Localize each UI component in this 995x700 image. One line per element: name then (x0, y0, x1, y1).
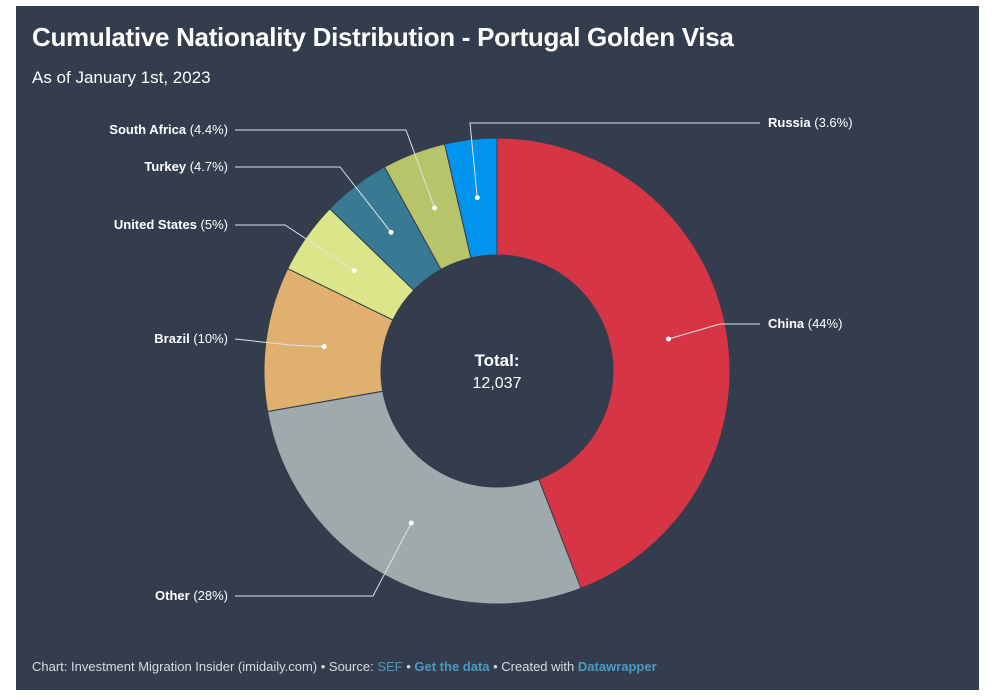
leader-dot (432, 205, 438, 211)
center-total: 12,037 (473, 375, 522, 392)
leader-line (235, 166, 392, 233)
slice-label-value: (5%) (201, 217, 228, 232)
slice-label: Brazil (10%) (154, 331, 228, 346)
slice-label-name: Russia (768, 115, 814, 130)
slice-label-value: (4.7%) (190, 159, 228, 174)
slice-label: Russia (3.6%) (768, 115, 853, 130)
slice-label: Turkey (4.7%) (144, 159, 228, 174)
slice-label: South Africa (4.4%) (109, 122, 228, 137)
chart-subtitle: As of January 1st, 2023 (32, 68, 211, 87)
source-link[interactable]: SEF (377, 659, 403, 674)
slice-label: China (44%) (768, 316, 842, 331)
footer-created: • Created with (489, 659, 578, 674)
slice-label-value: (4.4%) (190, 122, 228, 137)
leader-line (235, 522, 412, 597)
leader-dot (388, 229, 394, 235)
slice-label-value: (3.6%) (814, 115, 852, 130)
leader-line (668, 323, 760, 340)
leader-dot (321, 344, 327, 350)
slice-china[interactable] (496, 137, 731, 589)
leader-dot (474, 195, 480, 201)
footer-sep: • (402, 659, 415, 674)
chart-footer: Chart: Investment Migration Insider (imi… (32, 659, 657, 674)
leader-line (235, 129, 436, 209)
slice-label-value: (44%) (808, 316, 843, 331)
slice-label: Other (28%) (155, 588, 228, 603)
leader-dot (666, 336, 672, 342)
leader-dot (408, 520, 414, 526)
slice-label-name: Other (155, 588, 193, 603)
leader-line (469, 122, 760, 198)
chart-title: Cumulative Nationality Distribution - Po… (32, 22, 734, 52)
slice-russia[interactable] (443, 137, 498, 259)
slice-label-value: (28%) (193, 588, 228, 603)
leader-dot (351, 268, 357, 274)
footer-credit: Chart: Investment Migration Insider (imi… (32, 659, 378, 674)
chart-panel: Cumulative Nationality Distribution - Po… (16, 6, 979, 690)
slice-label: United States (5%) (114, 217, 228, 232)
slice-label-name: China (768, 316, 808, 331)
slice-label-name: United States (114, 217, 201, 232)
get-data-link[interactable]: Get the data (414, 659, 490, 674)
slice-label-value: (10%) (193, 331, 228, 346)
slice-label-name: Brazil (154, 331, 193, 346)
leader-line (235, 224, 355, 272)
slice-other[interactable] (266, 390, 582, 605)
slice-label-name: Turkey (144, 159, 189, 174)
slice-label-name: South Africa (109, 122, 189, 137)
datawrapper-link[interactable]: Datawrapper (577, 659, 657, 674)
center-label: Total: (474, 351, 519, 370)
leader-line (234, 338, 325, 348)
